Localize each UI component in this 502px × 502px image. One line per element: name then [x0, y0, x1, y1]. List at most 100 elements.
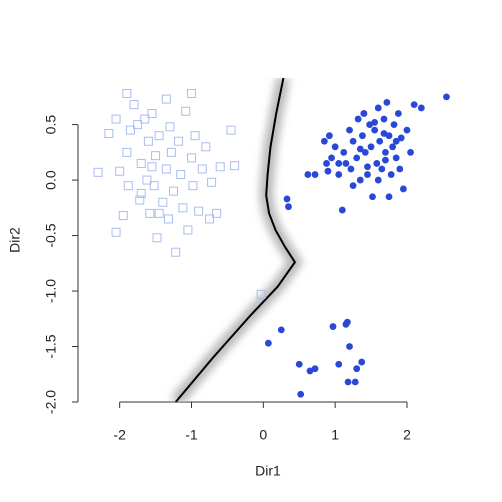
- square-point: [178, 203, 188, 213]
- circle-point: [346, 126, 353, 134]
- circle-point: [311, 171, 319, 178]
- circle-point: [342, 160, 350, 167]
- square-point: [188, 181, 198, 191]
- square-point: [181, 106, 191, 116]
- circle-point: [349, 182, 357, 190]
- circle-point: [335, 160, 343, 167]
- square-point: [129, 100, 139, 110]
- circle-point: [382, 156, 389, 164]
- square-point: [230, 161, 240, 171]
- square-point: [161, 164, 171, 174]
- circle-point: [295, 360, 303, 368]
- square-point: [145, 208, 155, 218]
- square-point: [93, 167, 103, 177]
- square-point: [136, 158, 146, 168]
- boundary-line: [174, 78, 297, 402]
- circle-point: [387, 171, 395, 178]
- square-point: [212, 208, 222, 218]
- square-point: [174, 136, 184, 146]
- circle-point: [277, 326, 285, 334]
- circle-point: [385, 193, 393, 201]
- circle-point: [443, 93, 450, 101]
- circle-point: [283, 195, 291, 203]
- y-axis-label: Dir2: [7, 227, 23, 253]
- y-tick-label: 0.5: [43, 115, 59, 135]
- square-point: [140, 114, 150, 124]
- square-point: [111, 227, 121, 237]
- x-tick-label: -1: [185, 427, 198, 443]
- square-point: [215, 162, 225, 172]
- circle-point: [346, 343, 353, 350]
- y-tick-label: 0.0: [43, 170, 59, 190]
- square-point: [154, 208, 164, 218]
- square-point: [165, 122, 175, 132]
- x-tick-label: 2: [403, 427, 411, 443]
- circle-point: [396, 165, 404, 173]
- square-point: [164, 214, 174, 224]
- circle-point: [351, 378, 359, 386]
- circle-point: [394, 110, 402, 117]
- square-point: [111, 114, 121, 124]
- square-point: [169, 186, 179, 196]
- circle-point: [378, 165, 386, 173]
- square-point: [147, 162, 157, 172]
- circle-point: [320, 137, 328, 145]
- square-point: [125, 125, 135, 135]
- circle-point: [360, 110, 368, 117]
- circle-point: [359, 132, 366, 140]
- square-point: [154, 131, 164, 141]
- circle-point: [329, 323, 337, 330]
- circle-point: [383, 99, 391, 106]
- circle-point: [358, 358, 366, 366]
- circle-point: [373, 160, 381, 167]
- circle-point: [399, 185, 407, 193]
- x-tick-label: -2: [113, 427, 126, 443]
- circle-point: [376, 137, 384, 145]
- circle-point: [410, 101, 418, 109]
- circle-point: [371, 118, 379, 126]
- square-point: [136, 188, 146, 198]
- circle-point: [369, 193, 376, 201]
- square-point: [183, 225, 193, 235]
- circle-point: [338, 206, 346, 214]
- circle-point: [353, 154, 361, 162]
- circle-point: [304, 171, 312, 178]
- circle-point: [311, 365, 319, 373]
- square-point: [161, 94, 171, 104]
- circle-point: [347, 165, 355, 173]
- y-tick-label: -1.0: [43, 279, 59, 303]
- circle-point: [380, 115, 388, 123]
- circle-point: [374, 104, 382, 112]
- circle-point: [325, 132, 333, 140]
- circle-point: [354, 115, 362, 123]
- circle-point: [349, 137, 357, 145]
- circle-point: [403, 126, 411, 134]
- square-point: [197, 164, 207, 174]
- square-point: [201, 142, 211, 152]
- circle-point: [344, 378, 352, 386]
- circle-point: [356, 176, 364, 184]
- square-point: [194, 206, 204, 216]
- circle-point: [389, 143, 397, 151]
- circle-point: [407, 148, 414, 156]
- circle-point: [364, 163, 371, 171]
- square-point: [204, 214, 214, 224]
- square-point: [122, 147, 132, 157]
- circle-point: [340, 148, 348, 156]
- circle-point: [264, 339, 272, 347]
- circle-point: [323, 160, 330, 167]
- circle-point: [392, 137, 400, 145]
- y-tick-label: -2.0: [43, 390, 59, 414]
- square-point: [122, 89, 132, 99]
- square-point: [186, 89, 196, 99]
- square-point: [152, 233, 162, 243]
- square-point: [142, 175, 152, 185]
- square-point: [104, 128, 114, 138]
- square-point: [147, 109, 157, 119]
- circle-point: [353, 365, 361, 373]
- circle-point: [285, 203, 292, 211]
- square-point: [186, 153, 196, 163]
- square-point: [256, 289, 266, 299]
- y-tick-label: -0.5: [43, 223, 59, 247]
- circle-point: [356, 145, 364, 153]
